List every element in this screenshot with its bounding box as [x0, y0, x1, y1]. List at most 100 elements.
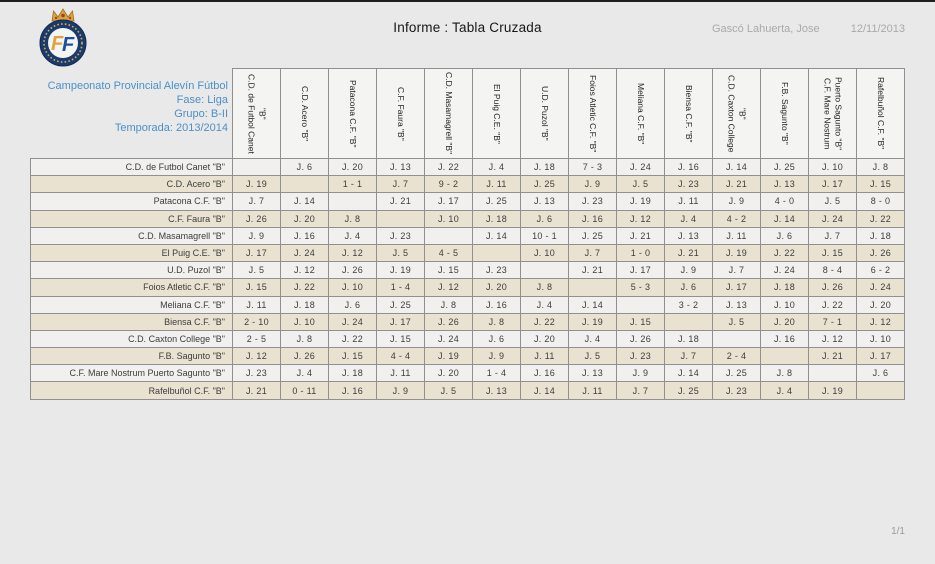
table-cell: J. 4	[521, 296, 569, 314]
column-header: Patacona C.F. "B"	[329, 69, 377, 158]
crest-text-ring	[43, 23, 83, 63]
ffcv-crest-logo: F F	[39, 8, 87, 67]
table-cell: J. 12	[809, 330, 857, 349]
row-label: Rafelbuñol C.F. "B"	[31, 382, 233, 400]
table-cell: 7 - 1	[809, 313, 857, 331]
table-cell: J. 11	[569, 382, 617, 400]
table-cell: J. 18	[761, 279, 809, 297]
table-cell: J. 14	[569, 296, 617, 314]
column-header: C.D. de Futbol Canet "B"	[233, 69, 281, 158]
table-cell: J. 12	[233, 348, 281, 366]
table-cell: J. 17	[425, 193, 473, 211]
table-cell: J. 10	[329, 279, 377, 297]
row-label: C.D. Masamagrell "B"	[31, 227, 233, 245]
table-cell: J. 9	[569, 176, 617, 194]
table-cell: J. 16	[761, 330, 809, 349]
table-cell: 6 - 2	[857, 262, 905, 280]
table-cell: J. 22	[329, 330, 377, 349]
table-cell: 4 - 2	[713, 210, 761, 228]
column-header-label: Patacona C.F. "B"	[348, 79, 358, 148]
table-cell	[281, 176, 329, 194]
table-cell: J. 15	[377, 330, 425, 349]
table-cell: J. 22	[521, 313, 569, 331]
table-cell: J. 26	[617, 330, 665, 349]
table-cell: J. 14	[761, 210, 809, 228]
table-cell: 1 - 0	[617, 244, 665, 263]
row-label: Foios Atletic C.F. "B"	[31, 279, 233, 297]
table-cell: J. 19	[713, 244, 761, 263]
table-cell: J. 7	[809, 227, 857, 245]
table-cell: J. 19	[377, 262, 425, 280]
table-cell: J. 15	[425, 262, 473, 280]
table-cell: J. 5	[713, 313, 761, 331]
page-top-edge	[0, 0, 935, 2]
table-cell: J. 19	[233, 176, 281, 194]
table-cell: J. 5	[569, 348, 617, 366]
table-cell	[617, 296, 665, 314]
table-cell: J. 11	[665, 193, 713, 211]
table-cell: J. 19	[569, 313, 617, 331]
table-cell: J. 23	[377, 227, 425, 245]
table-cell: J. 13	[473, 382, 521, 400]
table-cell: J. 15	[233, 279, 281, 297]
table-cell: J. 7	[569, 244, 617, 263]
table-cell: J. 9	[233, 227, 281, 245]
table-cell: 1 - 4	[377, 279, 425, 297]
competition-temporada: Temporada: 2013/2014	[114, 122, 228, 134]
table-cell: 4 - 0	[761, 193, 809, 211]
row-label: El Puig C.E. "B"	[31, 244, 233, 263]
table-cell: J. 14	[713, 159, 761, 177]
table-cell: J. 6	[665, 279, 713, 297]
table-cell: J. 25	[473, 193, 521, 211]
table-cell: J. 9	[377, 382, 425, 400]
column-header-label: Biensa C.F. "B"	[684, 84, 694, 143]
table-cell: J. 24	[809, 210, 857, 228]
table-cell: J. 18	[857, 227, 905, 245]
table-cell: J. 16	[569, 210, 617, 228]
table-cell: J. 9	[617, 365, 665, 383]
table-cell	[473, 244, 521, 263]
table-cell: J. 23	[233, 365, 281, 383]
table-cell: J. 20	[473, 279, 521, 297]
table-cell: 5 - 3	[617, 279, 665, 297]
table-cell: J. 6	[329, 296, 377, 314]
table-cell: 3 - 2	[665, 296, 713, 314]
table-cell	[233, 159, 281, 177]
table-cell: J. 11	[377, 365, 425, 383]
table-cell: J. 14	[473, 227, 521, 245]
table-cell: J. 10	[425, 210, 473, 228]
table-cell: J. 21	[617, 227, 665, 245]
table-cell: J. 26	[857, 244, 905, 263]
table-cell: J. 22	[857, 210, 905, 228]
table-cell: J. 25	[761, 159, 809, 177]
table-cell: J. 8	[521, 279, 569, 297]
table-cell: J. 16	[329, 382, 377, 400]
table-cell: J. 23	[473, 262, 521, 280]
table-cell: J. 25	[377, 296, 425, 314]
column-header: U.D. Puzol "B"	[521, 69, 569, 158]
table-cell: J. 6	[521, 210, 569, 228]
table-cell: J. 17	[713, 279, 761, 297]
table-cell: J. 11	[473, 176, 521, 194]
column-header-label: C.D. Caxton College "B"	[726, 74, 748, 153]
table-cell	[377, 210, 425, 228]
table-cell: J. 21	[377, 193, 425, 211]
column-header-label: C.F. Faura "B"	[396, 86, 406, 141]
table-cell: J. 13	[761, 176, 809, 194]
table-cell: J. 5	[617, 176, 665, 194]
table-cell	[809, 365, 857, 383]
table-cell	[665, 313, 713, 331]
report-date: 12/11/2013	[850, 23, 905, 35]
table-cell: J. 21	[233, 382, 281, 400]
table-cell: J. 4	[329, 227, 377, 245]
table-cell: J. 22	[425, 159, 473, 177]
table-cell: J. 18	[521, 159, 569, 177]
table-cell: J. 18	[665, 330, 713, 349]
table-cell: J. 11	[521, 348, 569, 366]
table-cell: J. 25	[713, 365, 761, 383]
column-header-label: Meliana C.F. "B"	[636, 82, 646, 145]
competition-fase: Fase: Liga	[176, 94, 228, 106]
table-cell: J. 8	[761, 365, 809, 383]
table-cell: J. 12	[425, 279, 473, 297]
table-cell: J. 5	[809, 193, 857, 211]
